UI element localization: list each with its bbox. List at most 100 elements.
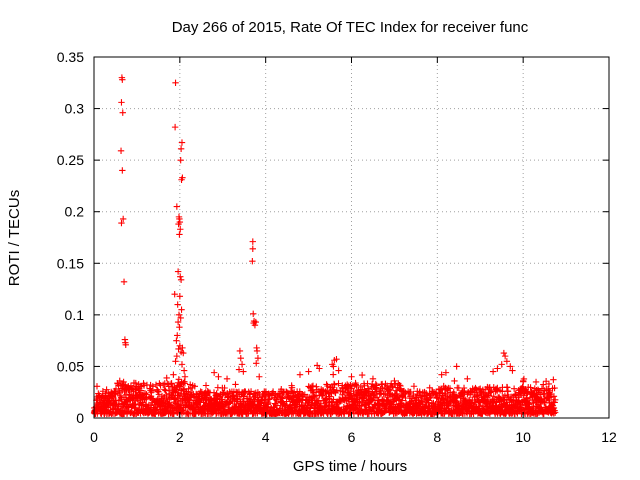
data-point bbox=[202, 382, 210, 389]
data-point bbox=[358, 371, 366, 379]
data-point bbox=[180, 367, 188, 374]
data-point bbox=[174, 301, 181, 308]
data-point bbox=[177, 156, 184, 164]
data-point bbox=[177, 276, 185, 283]
data-point bbox=[177, 145, 185, 152]
data-point bbox=[323, 381, 330, 388]
data-point bbox=[240, 368, 247, 375]
data-point bbox=[542, 378, 550, 385]
x-tick-label: 2 bbox=[176, 429, 184, 445]
data-point bbox=[461, 387, 468, 395]
grid-lines bbox=[94, 57, 609, 418]
data-point bbox=[254, 354, 262, 362]
y-tick-label: 0 bbox=[76, 410, 84, 426]
x-tick-label: 0 bbox=[90, 429, 98, 445]
data-point bbox=[118, 219, 125, 227]
data-point bbox=[479, 386, 487, 393]
data-point bbox=[453, 363, 460, 370]
data-point bbox=[494, 365, 501, 372]
data-point bbox=[269, 388, 277, 395]
data-point bbox=[550, 393, 558, 400]
data-point bbox=[331, 381, 338, 388]
data-point bbox=[246, 391, 254, 398]
data-point bbox=[175, 376, 183, 383]
data-point bbox=[532, 378, 540, 386]
data-point bbox=[232, 381, 239, 388]
data-point bbox=[154, 388, 161, 395]
data-point bbox=[116, 377, 123, 385]
data-point bbox=[353, 382, 360, 389]
data-point bbox=[256, 373, 263, 380]
data-point bbox=[472, 393, 480, 400]
data-point bbox=[161, 386, 168, 393]
data-point bbox=[442, 369, 450, 376]
data-point bbox=[510, 385, 518, 392]
y-tick-label: 0.05 bbox=[57, 358, 84, 374]
data-point bbox=[181, 373, 189, 380]
data-point bbox=[395, 396, 402, 403]
x-tick-labels: 0 2 4 6 8 10 12 bbox=[90, 429, 617, 445]
data-point bbox=[545, 380, 553, 388]
data-point bbox=[168, 380, 175, 387]
data-point bbox=[96, 398, 103, 406]
data-point bbox=[171, 291, 178, 298]
data-point bbox=[253, 360, 260, 367]
data-point bbox=[335, 367, 342, 374]
data-point bbox=[210, 369, 218, 376]
data-point bbox=[551, 409, 559, 416]
data-point bbox=[296, 371, 304, 378]
y-tick-labels: 0 0.05 0.1 0.15 0.2 0.25 0.3 0.35 bbox=[57, 49, 84, 426]
data-point bbox=[186, 397, 193, 404]
data-point bbox=[273, 396, 280, 404]
data-point bbox=[178, 361, 186, 368]
data-point bbox=[443, 385, 451, 393]
data-point bbox=[175, 220, 182, 228]
data-point bbox=[551, 384, 558, 392]
data-point bbox=[519, 377, 527, 385]
data-point bbox=[215, 373, 222, 380]
data-point bbox=[177, 226, 184, 233]
data-point bbox=[290, 389, 298, 396]
data-point bbox=[172, 79, 179, 86]
data-point bbox=[369, 375, 377, 383]
data-point bbox=[501, 352, 509, 360]
data-point bbox=[253, 347, 261, 355]
data-point bbox=[485, 392, 493, 399]
data-point bbox=[249, 245, 256, 253]
data-point bbox=[316, 365, 323, 372]
data-point bbox=[132, 379, 139, 387]
data-point bbox=[170, 410, 177, 418]
x-tick-label: 8 bbox=[433, 429, 441, 445]
data-point bbox=[177, 273, 184, 280]
data-point bbox=[223, 375, 231, 383]
data-point bbox=[500, 349, 508, 357]
data-point bbox=[172, 358, 179, 365]
data-point bbox=[305, 368, 312, 375]
data-point bbox=[540, 381, 547, 388]
data-point bbox=[264, 403, 272, 410]
data-point bbox=[503, 358, 511, 365]
data-point bbox=[251, 321, 259, 329]
chart-title: Day 266 of 2015, Rate Of TEC Index for r… bbox=[172, 19, 529, 36]
y-tick-label: 0.2 bbox=[65, 204, 85, 220]
data-point bbox=[174, 332, 181, 339]
data-point bbox=[174, 268, 182, 275]
data-point bbox=[120, 278, 128, 286]
data-point bbox=[288, 384, 296, 391]
data-point bbox=[120, 378, 127, 386]
data-point bbox=[176, 324, 183, 331]
data-point bbox=[140, 382, 148, 389]
data-point bbox=[175, 392, 183, 399]
data-point bbox=[182, 389, 190, 397]
data-point bbox=[330, 363, 337, 370]
data-point bbox=[393, 390, 401, 398]
data-point bbox=[225, 399, 233, 407]
data-point bbox=[350, 388, 357, 395]
axis-ticks bbox=[93, 56, 610, 419]
data-point bbox=[174, 318, 182, 326]
data-point bbox=[236, 347, 244, 355]
data-point bbox=[181, 380, 189, 387]
data-point bbox=[185, 385, 192, 392]
y-tick-label: 0.15 bbox=[57, 255, 84, 271]
data-point bbox=[118, 99, 125, 106]
